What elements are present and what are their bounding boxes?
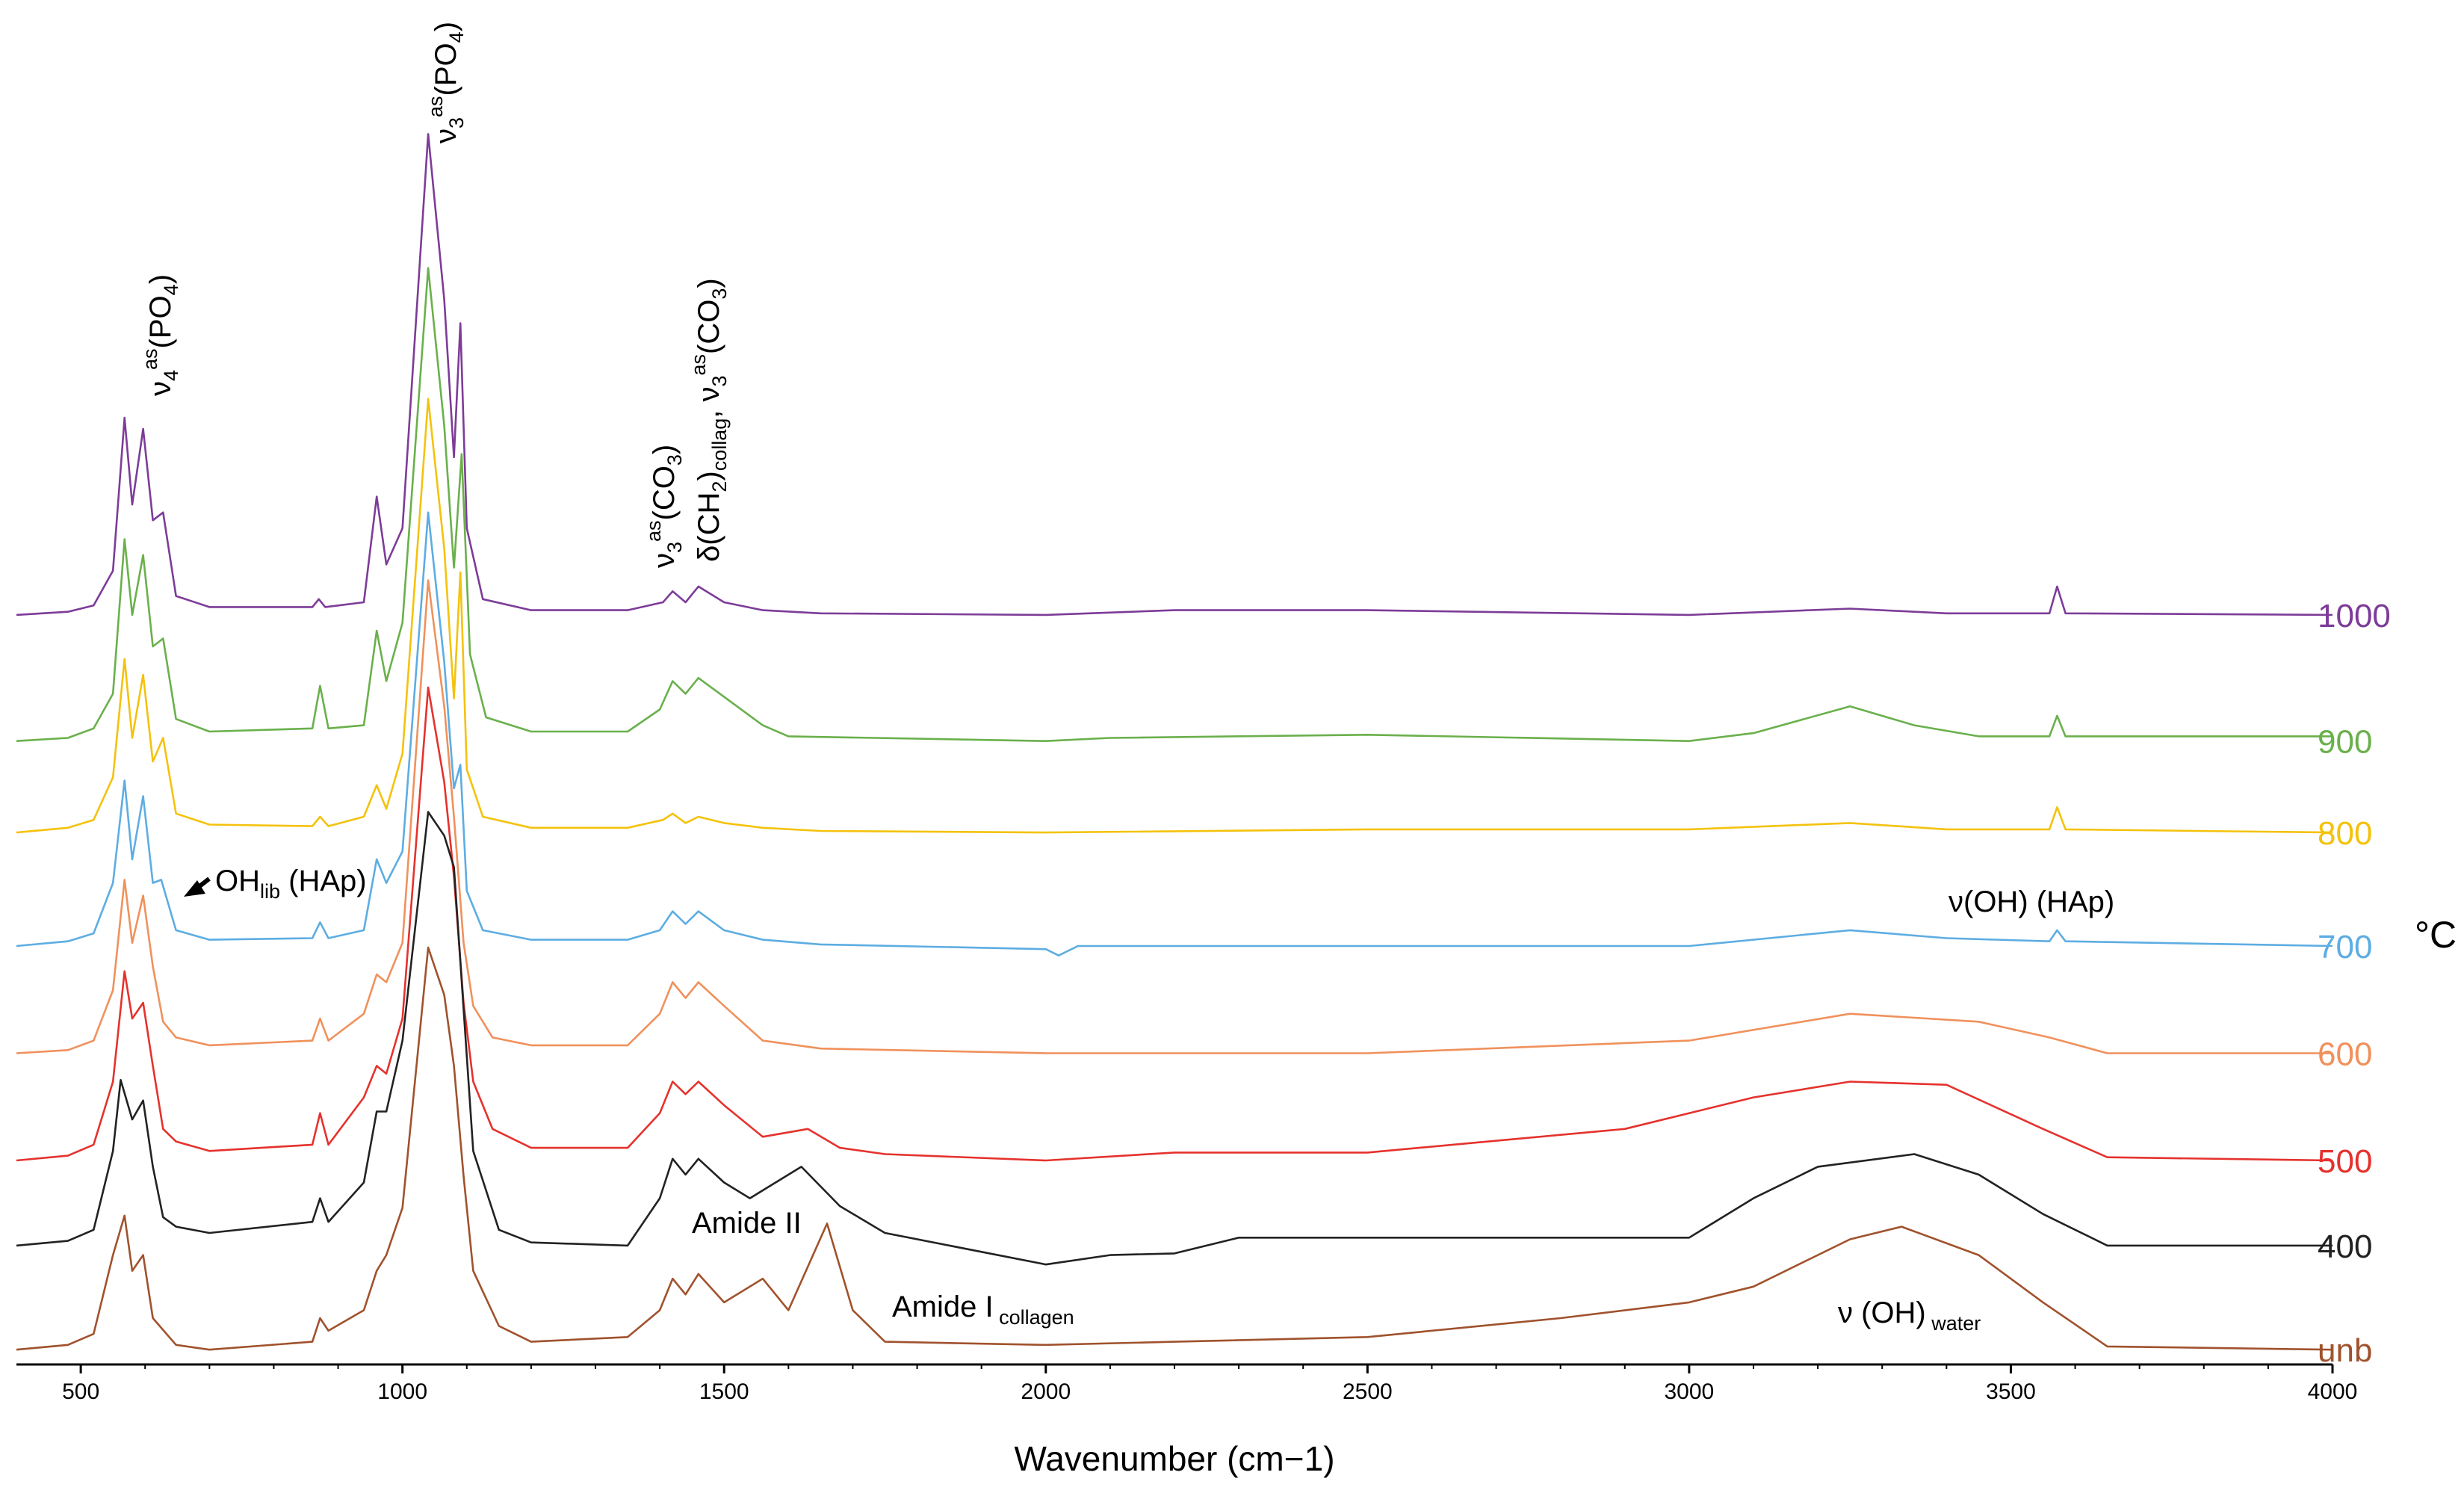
- ann-delta-part1: δ(CH: [693, 492, 725, 562]
- series-layer: [16, 133, 2333, 1351]
- series-line-800: [16, 398, 2333, 834]
- series-label-500: 500: [2318, 1143, 2372, 1180]
- ann-v4-close: ): [144, 274, 177, 284]
- unit-label: °C: [2415, 914, 2457, 956]
- ann-v4-tailsub: 4: [160, 284, 182, 295]
- ann-v3co3-sup: as: [643, 520, 665, 542]
- series-label-600: 600: [2318, 1036, 2372, 1073]
- series-line-unb: [16, 946, 2333, 1351]
- ann-v4-tail: (PO: [144, 295, 177, 348]
- x-tick-label: 500: [62, 1379, 99, 1404]
- x-tick-label: 4000: [2308, 1379, 2358, 1404]
- ann-ohlib-sub1: lib: [260, 880, 280, 903]
- ann-v4-base: ν: [144, 381, 177, 396]
- ann-delta-sub3: 3: [708, 375, 731, 386]
- ann-ohlib-part1: OH: [215, 865, 260, 897]
- x-tick-label: 3500: [1986, 1379, 2036, 1404]
- ann-v3co3-tail: (CO: [648, 466, 681, 520]
- ohlib-arrow: [184, 877, 211, 897]
- x-tick-label: 2500: [1343, 1379, 1393, 1404]
- ann-v3po4-close: ): [430, 22, 462, 31]
- ann-v3co3-sub: 3: [663, 542, 686, 553]
- ann-delta-sub1: 2: [708, 481, 731, 492]
- ann-ohlib-part2: (HAp): [280, 865, 367, 897]
- annotation-v3-co3: ν3as(CO3): [643, 445, 686, 568]
- series-label-400: 400: [2318, 1228, 2372, 1265]
- annotation-v4-po4: ν4as(PO4): [139, 274, 182, 396]
- x-ticks: 500 1000 1500 2000 2500 3000 3500 4000: [62, 1364, 2357, 1404]
- series-line-400: [16, 811, 2333, 1266]
- series-line-1000: [16, 133, 2333, 616]
- ann-delta-sub4: 3: [708, 288, 731, 300]
- ann-vohwater-part1: ν (OH): [1838, 1296, 1926, 1329]
- ann-delta-sup3: as: [687, 354, 710, 376]
- x-axis-title: Wavenumber (cm−1): [1014, 1439, 1334, 1478]
- series-line-700: [16, 511, 2333, 956]
- ann-v3co3-tailsub: 3: [663, 454, 686, 466]
- series-line-500: [16, 686, 2333, 1162]
- series-line-900: [16, 267, 2333, 742]
- ann-v3po4-tailsub: 4: [445, 31, 468, 43]
- series-label-700: 700: [2318, 929, 2372, 965]
- ann-delta-part3: , ν: [693, 387, 725, 418]
- annotation-voh-hap: ν(OH) (HAp): [1948, 885, 2114, 918]
- ann-v4-sub: 4: [160, 370, 182, 381]
- ann-v3co3-close: ): [648, 445, 681, 454]
- x-tick-label: 1500: [699, 1379, 749, 1404]
- series-line-600: [16, 579, 2333, 1054]
- ann-delta-part4: (CO: [693, 300, 725, 354]
- series-label-800: 800: [2318, 815, 2372, 852]
- ann-v3po4-sub: 3: [445, 117, 468, 129]
- x-tick-label: 1000: [377, 1379, 427, 1404]
- ann-v3po4-sup: as: [424, 96, 447, 117]
- series-label-1000: 1000: [2318, 598, 2391, 634]
- ann-amide1-part1: Amide I: [892, 1290, 994, 1323]
- ann-amide1-sub1: collagen: [994, 1306, 1074, 1329]
- ann-delta-part5: ): [693, 278, 725, 288]
- ann-vohwater-sub1: water: [1926, 1312, 1981, 1335]
- ann-v3po4-base: ν: [430, 129, 462, 143]
- series-label-900: 900: [2318, 724, 2372, 761]
- annotation-v3-po4: ν3as(PO4): [424, 22, 468, 143]
- annotation-delta-ch2: δ(CH2)collag, ν3as(CO3): [687, 278, 731, 562]
- x-tick-label: 2000: [1021, 1379, 1071, 1404]
- series-label-unb: unb: [2318, 1332, 2372, 1369]
- x-tick-label: 3000: [1665, 1379, 1715, 1404]
- annotation-oh-lib: OHlib (HAp): [215, 865, 367, 903]
- annotation-amide-ii: Amide II: [692, 1207, 802, 1240]
- annotation-amide-i: Amide I collagen: [892, 1290, 1074, 1329]
- annotation-voh-water: ν (OH) water: [1838, 1296, 1981, 1335]
- series-labels: 1000 900 800 700 600 500 400 unb: [2318, 598, 2391, 1369]
- ann-v3co3-base: ν: [648, 553, 681, 568]
- ann-v4-sup: as: [139, 348, 161, 370]
- ann-v3po4-tail: (PO: [430, 43, 462, 96]
- ann-delta-part2: ): [693, 471, 725, 480]
- ann-delta-sub2: collag: [708, 418, 731, 472]
